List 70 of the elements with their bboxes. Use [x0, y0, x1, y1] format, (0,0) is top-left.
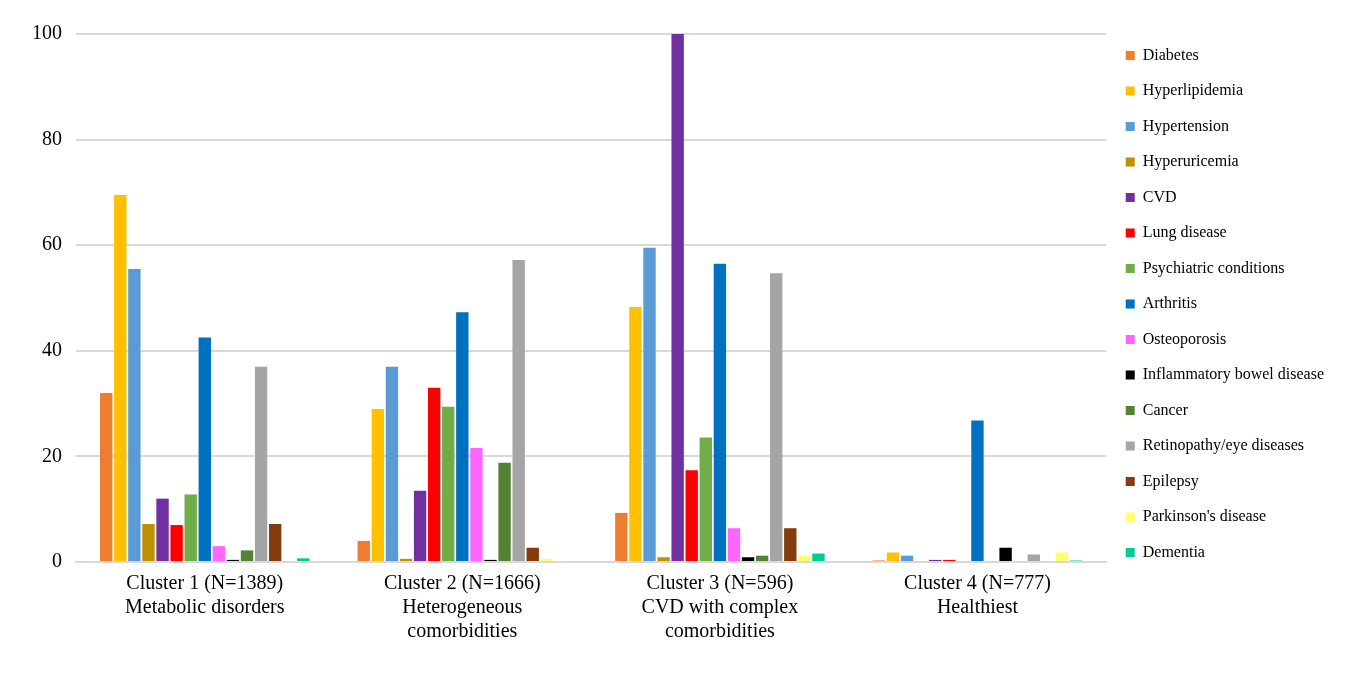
y-tick-label: 80 — [42, 126, 62, 149]
bar — [615, 512, 628, 561]
legend-label: Cancer — [1142, 400, 1189, 418]
bar — [184, 494, 197, 561]
bar — [699, 437, 713, 561]
bar — [1055, 552, 1069, 561]
bar — [100, 393, 113, 561]
legend-label: Hyperlipidemia — [1142, 81, 1244, 100]
legend-label: Diabetes — [1142, 45, 1199, 63]
legend-label: Parkinson's disease — [1142, 507, 1267, 525]
legend-label: Osteoporosis — [1142, 329, 1227, 348]
y-tick-label: 40 — [42, 338, 62, 361]
bar — [629, 306, 642, 561]
bar — [657, 557, 670, 561]
bar — [812, 553, 825, 561]
bar — [1027, 554, 1040, 561]
bar — [198, 337, 211, 561]
bar — [268, 523, 282, 561]
bar — [212, 546, 226, 561]
bar — [156, 498, 169, 561]
legend-label: Hypertension — [1142, 116, 1229, 135]
bar — [755, 555, 769, 561]
legend-label: Hyperuricemia — [1142, 152, 1239, 171]
legend-label: CVD — [1142, 187, 1177, 205]
bar — [713, 263, 727, 561]
bar — [114, 195, 127, 561]
bar — [442, 406, 455, 561]
bar — [427, 387, 441, 561]
x-tick-label: Cluster 4 (N=777) Healthiest — [904, 571, 1051, 618]
legend-label: Retinopathy/eye diseases — [1142, 436, 1305, 455]
bar — [385, 366, 399, 561]
bar — [142, 523, 155, 561]
bar — [371, 408, 385, 561]
bar — [643, 247, 656, 561]
bar — [526, 547, 539, 561]
bar — [413, 490, 427, 561]
legend-label: Epilepsy — [1142, 471, 1199, 490]
legend-label: Inflammatory bowel disease — [1142, 365, 1325, 384]
x-tick-label: Cluster 2 (N=1666) Heterogeneous comorbidities — [383, 571, 541, 642]
y-tick-label: 60 — [42, 232, 62, 255]
y-tick-label: 0 — [52, 549, 62, 572]
bar — [971, 420, 984, 561]
x-tick-label: Cluster 1 (N=1389) Metabolic disorders — [125, 571, 285, 618]
bar — [741, 557, 755, 561]
x-tick-label: Cluster 3 (N=596) CVD with complex comorbidities — [641, 571, 799, 642]
legend-label: Psychiatric conditions — [1142, 258, 1285, 277]
bar — [498, 462, 511, 561]
y-tick-label: 20 — [42, 443, 62, 466]
bar — [512, 259, 525, 561]
legend-label: Dementia — [1142, 542, 1205, 560]
bar — [240, 550, 254, 561]
bar — [886, 552, 900, 561]
bar — [357, 540, 370, 561]
bar — [784, 528, 797, 561]
bar — [727, 528, 741, 561]
bar — [999, 547, 1012, 561]
bar — [900, 555, 914, 561]
bar — [798, 556, 811, 561]
bar — [170, 525, 183, 561]
bar — [685, 470, 698, 561]
bar — [770, 273, 783, 561]
legend-label: Arthritis — [1142, 294, 1197, 312]
bar — [128, 268, 141, 561]
y-tick-label: 100 — [32, 21, 62, 44]
bar — [297, 558, 310, 561]
bar — [671, 34, 684, 561]
bar — [470, 447, 483, 561]
bar — [456, 312, 469, 561]
legend-label: Lung disease — [1142, 223, 1227, 242]
bar — [254, 366, 268, 561]
